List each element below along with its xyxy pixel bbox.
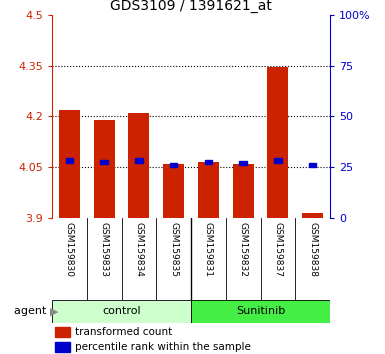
Bar	[302, 213, 323, 218]
Bar	[135, 158, 143, 163]
Bar	[163, 164, 184, 218]
Bar	[268, 68, 288, 218]
Text: GSM159838: GSM159838	[308, 222, 317, 277]
Text: GSM159832: GSM159832	[239, 222, 248, 277]
Bar	[59, 110, 80, 218]
Text: GSM159830: GSM159830	[65, 222, 74, 277]
Bar	[198, 162, 219, 218]
Text: Sunitinib: Sunitinib	[236, 307, 285, 316]
Text: GSM159835: GSM159835	[169, 222, 178, 277]
Text: agent: agent	[14, 307, 50, 316]
Bar	[274, 158, 282, 163]
FancyBboxPatch shape	[191, 300, 330, 323]
Bar	[55, 342, 70, 352]
Bar	[55, 327, 70, 337]
Text: GSM159834: GSM159834	[134, 222, 143, 277]
Title: GDS3109 / 1391621_at: GDS3109 / 1391621_at	[110, 0, 272, 13]
Bar	[239, 161, 247, 165]
Bar	[233, 164, 254, 218]
Text: GSM159837: GSM159837	[273, 222, 282, 277]
Text: control: control	[102, 307, 141, 316]
Text: transformed count: transformed count	[75, 327, 172, 337]
Bar	[204, 160, 212, 164]
Text: GSM159831: GSM159831	[204, 222, 213, 277]
Bar	[170, 162, 177, 167]
Bar	[129, 113, 149, 218]
Text: percentile rank within the sample: percentile rank within the sample	[75, 342, 251, 352]
Bar	[309, 162, 316, 167]
Text: ▶: ▶	[50, 307, 59, 316]
Bar	[65, 158, 73, 163]
Text: GSM159833: GSM159833	[100, 222, 109, 277]
FancyBboxPatch shape	[52, 300, 191, 323]
Bar	[94, 120, 115, 218]
Bar	[100, 160, 108, 164]
